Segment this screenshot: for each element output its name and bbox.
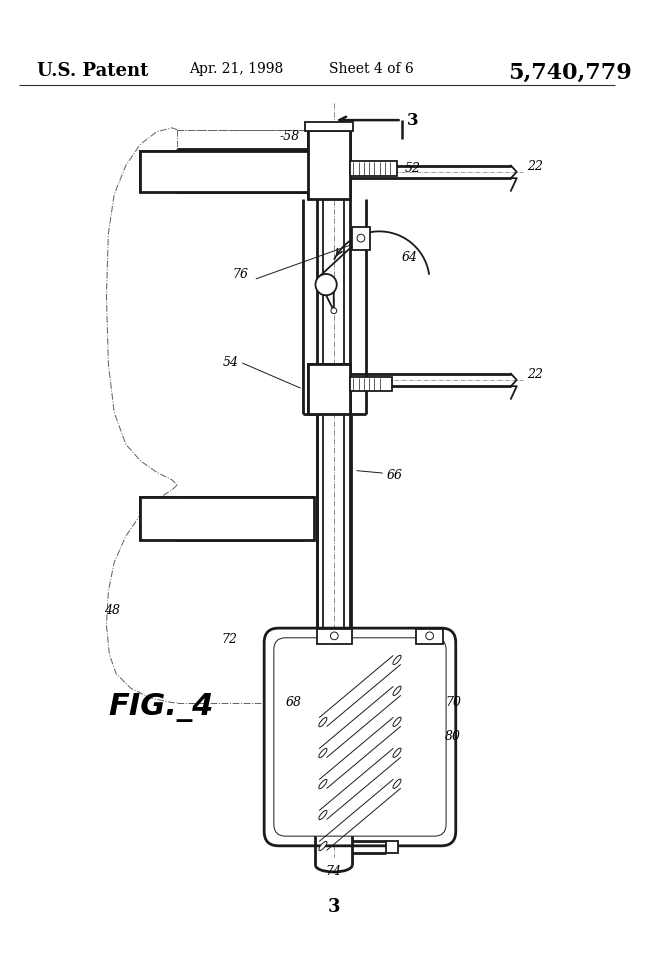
Bar	[305, 122, 353, 131]
Circle shape	[316, 274, 337, 295]
Text: 3: 3	[407, 112, 418, 128]
Bar	[416, 629, 443, 644]
Text: 52: 52	[405, 162, 420, 175]
Text: -46: -46	[169, 165, 190, 178]
Text: 72: 72	[221, 633, 237, 646]
Bar	[308, 130, 350, 200]
Circle shape	[331, 308, 337, 313]
Text: 80: 80	[445, 730, 461, 743]
Ellipse shape	[393, 779, 401, 789]
Bar	[140, 151, 318, 192]
Ellipse shape	[393, 748, 401, 758]
Text: 74: 74	[326, 866, 342, 878]
Bar	[317, 629, 352, 644]
Bar	[140, 497, 314, 540]
Text: -50: -50	[319, 145, 340, 157]
Bar	[308, 130, 350, 200]
Text: Sheet 4 of 6: Sheet 4 of 6	[329, 62, 414, 76]
Text: 22: 22	[527, 368, 543, 381]
Text: 54: 54	[222, 356, 239, 368]
Text: -58: -58	[279, 130, 300, 143]
Bar	[386, 841, 398, 852]
Bar	[352, 227, 369, 250]
FancyBboxPatch shape	[274, 638, 446, 836]
Bar	[350, 378, 392, 391]
Ellipse shape	[319, 811, 327, 819]
Text: 22: 22	[527, 160, 543, 173]
Text: 70: 70	[445, 696, 461, 710]
Text: FIG._4: FIG._4	[108, 693, 214, 722]
Circle shape	[331, 632, 338, 640]
Text: Apr. 21, 1998: Apr. 21, 1998	[189, 62, 283, 76]
Bar	[140, 151, 318, 192]
Text: 3: 3	[327, 898, 340, 916]
Bar	[140, 497, 314, 540]
Ellipse shape	[393, 686, 401, 695]
Text: 72: 72	[421, 633, 437, 646]
Text: -46: -46	[165, 512, 185, 525]
FancyBboxPatch shape	[264, 629, 456, 845]
Text: 64: 64	[401, 251, 418, 264]
Bar	[350, 161, 397, 176]
Ellipse shape	[319, 780, 327, 789]
Ellipse shape	[393, 717, 401, 727]
Text: 66: 66	[387, 469, 403, 482]
Text: 68: 68	[285, 696, 302, 710]
Ellipse shape	[319, 842, 327, 850]
Ellipse shape	[393, 656, 401, 664]
Circle shape	[357, 234, 365, 242]
Bar	[308, 364, 350, 415]
Circle shape	[426, 632, 434, 640]
Text: U.S. Patent: U.S. Patent	[37, 62, 148, 80]
Text: 48: 48	[104, 604, 121, 617]
Ellipse shape	[319, 717, 327, 727]
Bar	[308, 364, 350, 415]
Text: 76: 76	[232, 268, 248, 281]
Text: 5,740,779: 5,740,779	[508, 62, 632, 84]
Ellipse shape	[319, 748, 327, 758]
